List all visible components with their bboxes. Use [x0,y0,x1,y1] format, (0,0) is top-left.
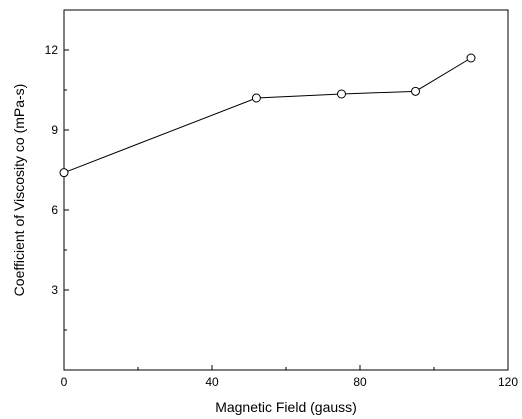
x-axis-ticks: 0 40 80 120 [61,365,518,389]
series-layer [59,53,476,178]
x-tick-label: 120 [498,375,518,389]
data-point [411,86,420,96]
data-point [337,89,346,99]
data-point [251,93,261,103]
data-point [466,53,476,63]
y-tick-label: 12 [45,43,59,57]
data-point [59,168,69,178]
series-line [63,57,472,174]
x-tick-label: 0 [61,375,68,389]
y-tick-label: 6 [51,203,58,217]
x-tick-label: 40 [205,375,219,389]
plot-frame [63,9,509,371]
y-tick-label: 3 [51,283,58,297]
y-axis-title: Coefficient of Viscosity co (mPa-s) [11,84,27,297]
x-axis-title: Magnetic Field (gauss) [215,399,357,415]
y-axis-ticks: 3 6 9 12 [45,43,69,331]
y-tick-label: 9 [51,123,58,137]
x-tick-label: 80 [353,375,367,389]
